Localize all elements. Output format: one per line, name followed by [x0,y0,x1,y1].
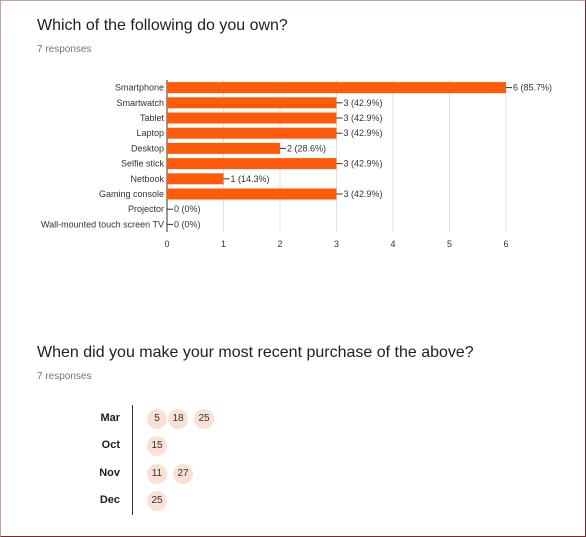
bar [167,158,337,170]
bar [167,173,224,185]
data-label: 0 (0%) [174,219,201,229]
bar [167,112,337,124]
x-tick-label: 6 [503,239,508,249]
day-chip: 25 [147,491,167,511]
day-chip: 25 [194,409,214,429]
category-label: Tablet [140,113,165,123]
data-label: 2 (28.6%) [287,143,326,153]
month-label: Oct [101,439,120,451]
bar [167,127,337,139]
data-label: 3 (42.9%) [344,113,383,123]
data-label: 1 (14.3%) [231,174,270,184]
day-chip: 27 [173,464,193,484]
data-label: 3 (42.9%) [344,98,383,108]
x-tick-label: 0 [164,239,169,249]
category-label: Laptop [136,128,164,138]
data-label: 0 (0%) [174,204,201,214]
data-label: 3 (42.9%) [344,189,383,199]
bar-chart: 0 1 2 3 4 5 6 Smartphone 6 (85.7%) Smartwatch 3 (4… [41,80,552,249]
data-label: 3 (42.9%) [344,128,383,138]
x-tick-label: 2 [277,239,282,249]
bar [167,188,337,200]
question-2-response-count: 7 responses [37,371,92,382]
category-label: Smartwatch [116,98,164,108]
bar [167,97,337,109]
month-label: Dec [99,494,120,506]
day-chip: 5 [147,409,167,429]
category-label: Netbook [130,174,164,184]
bar [167,82,506,94]
x-tick-label: 5 [447,239,452,249]
category-label: Projector [128,204,164,214]
x-tick-label: 1 [221,239,226,249]
bar [167,142,280,154]
x-tick-label: 4 [390,239,395,249]
data-label: 3 (42.9%) [344,159,383,169]
x-tick-label: 3 [334,239,339,249]
question-1-title: Which of the following do you own? [37,17,288,34]
question-2-title: When did you make your most recent purch… [37,344,474,361]
category-label: Smartphone [115,83,164,93]
category-label: Gaming console [99,189,164,199]
question-1-response-count: 7 responses [37,44,92,55]
category-label: Desktop [131,143,164,153]
category-label: Wall-mounted touch screen TV [41,219,164,229]
day-chip: 18 [168,409,188,429]
day-chip: 15 [147,436,167,456]
timeline-axis-line [132,405,133,515]
month-label: Mar [100,412,120,424]
day-chip: 11 [147,464,167,484]
data-label: 6 (85.7%) [513,83,552,93]
month-label: Nov [99,467,120,479]
category-label: Selfie stick [121,159,165,169]
